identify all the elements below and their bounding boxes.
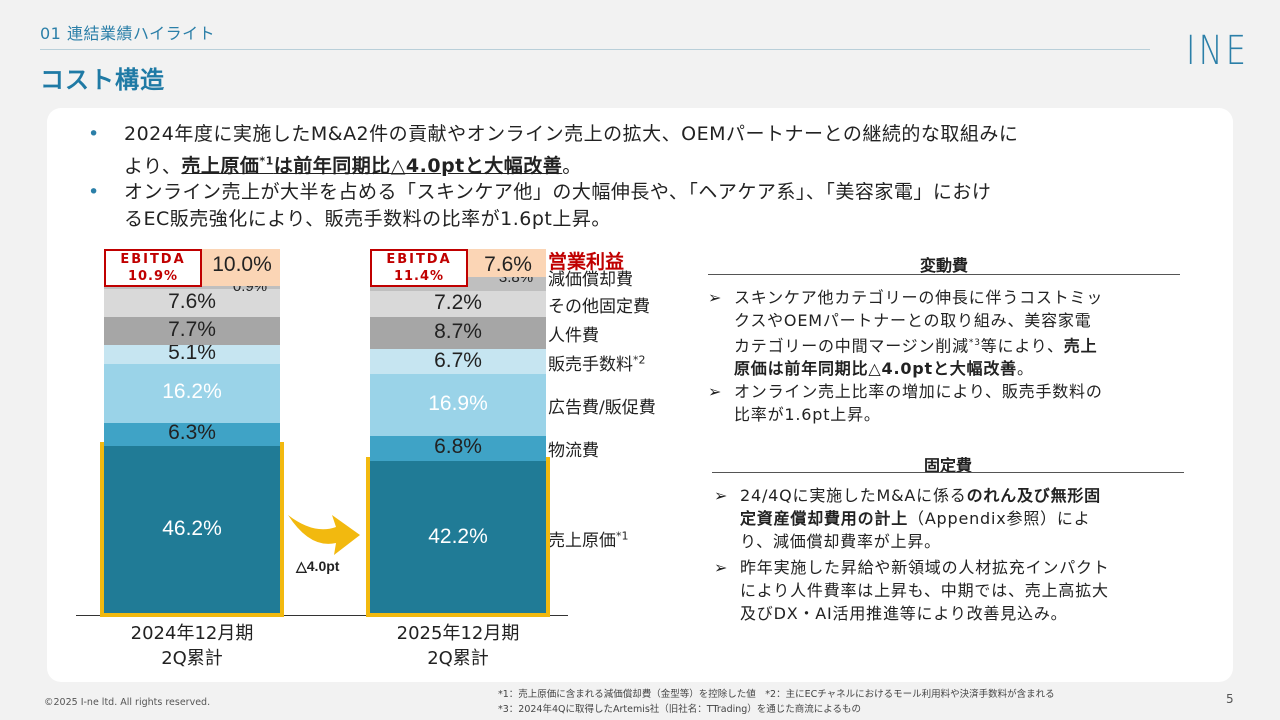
variable-item-1: ➢ スキンケア他カテゴリーの伸長に伴うコストミッ クスやOEMパートナーとの取り… — [708, 288, 1104, 379]
bullet-1-emphasis: 売上原価*1は前年同期比△4.0ptと大幅改善 — [181, 155, 563, 178]
bullet-dot: • — [88, 123, 100, 145]
bullet-1: • 2024年度に実施したM&A2件の貢献やオンライン売上の拡大、OEMパートナ… — [88, 121, 1188, 177]
variable-cost-heading: 変動費 — [919, 256, 968, 275]
footnote-1: *1：売上原価に含まれる減価償却費（金型等）を控除した値 *2：主にECチャネル… — [498, 689, 1055, 700]
arrow-bullet-icon: ➢ — [714, 486, 729, 505]
variable-cost-rule — [708, 274, 1180, 275]
fixed-cost-heading: 固定費 — [923, 456, 972, 475]
page-title: コスト構造 — [40, 66, 165, 94]
fixed-item-1: ➢ 24/4Qに実施したM&Aに係るのれん及び無形固 定資産償却費用の計上（Ap… — [714, 486, 1101, 551]
bullet-2-line1: オンライン売上が大半を占める「スキンケア他」の大幅伸長や、「ヘアケア系」、「美容… — [124, 181, 992, 203]
company-logo: INE — [1186, 28, 1250, 74]
bullet-1-line2: より、売上原価*1は前年同期比△4.0ptと大幅改善。 — [124, 155, 582, 178]
change-annotation: △4.0pt — [296, 558, 340, 574]
variable-item-2: ➢ オンライン売上比率の増加により、販売手数料の 比率が1.6pt上昇。 — [708, 382, 1103, 424]
bullet-2: • オンライン売上が大半を占める「スキンケア他」の大幅伸長や、「ヘアケア系」、「… — [88, 179, 1188, 235]
page-number: 5 — [1226, 692, 1234, 706]
arrow-bullet-icon: ➢ — [714, 558, 729, 577]
bullet-1-line1: 2024年度に実施したM&A2件の貢献やオンライン売上の拡大、OEMパートナーと… — [124, 123, 1019, 145]
bullet-2-line2: るEC販売強化により、販売手数料の比率が1.6pt上昇。 — [124, 208, 611, 230]
footnote-2: *3：2024年4Qに取得したArtemis社（旧社名：TTrading）を通じ… — [498, 704, 862, 715]
arrow-bullet-icon: ➢ — [708, 288, 723, 307]
arrow-bullet-icon: ➢ — [708, 382, 723, 401]
fixed-cost-rule — [712, 472, 1184, 473]
fixed-item-2: ➢ 昨年実施した昇給や新領域の人材拡充インパクト により人件費率は上昇も、中期で… — [714, 558, 1110, 623]
copyright: ©2025 I-ne ltd. All rights reserved. — [44, 697, 211, 708]
section-label: 01 連結業績ハイライト — [40, 24, 216, 43]
bullet-dot: • — [88, 181, 100, 203]
header-divider — [40, 49, 1150, 50]
improvement-arrow-icon — [288, 515, 360, 555]
